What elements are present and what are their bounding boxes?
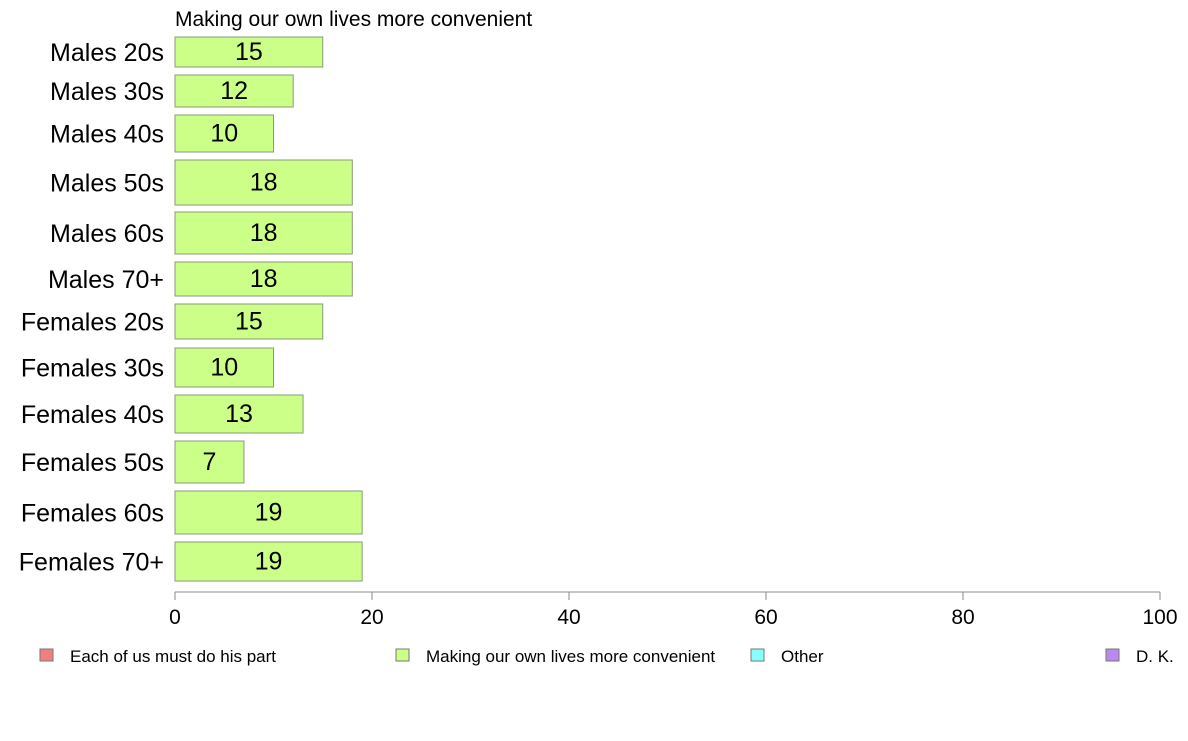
bar-1: [174, 36, 324, 68]
category-label-3: Males 40s: [50, 121, 164, 149]
data-label-1: 15: [235, 38, 263, 66]
category-label-4: Males 50s: [50, 170, 164, 198]
category-label-2: Males 30s: [50, 78, 164, 106]
bar-2: [174, 74, 294, 108]
legend-label-1: Each of us must do his part: [70, 647, 276, 666]
data-label-2: 12: [220, 77, 248, 105]
bar-9: [174, 394, 304, 434]
legend: Each of us must do his part Making our ow…: [39, 647, 1174, 666]
x-tick-label-5: 80: [951, 606, 974, 629]
bar-4: [174, 159, 353, 206]
category-label-8: Females 30s: [21, 355, 164, 383]
bar-5: [174, 211, 353, 255]
legend-swatch-2: [395, 648, 410, 662]
legend-label-4: D. K.: [1136, 647, 1174, 666]
category-label-9: Females 40s: [21, 401, 164, 429]
data-label-11: 19: [255, 499, 283, 527]
category-label-11: Females 60s: [21, 500, 164, 528]
x-tick-label-2: 20: [360, 606, 383, 629]
legend-item-4: D. K.: [1105, 647, 1174, 666]
legend-swatch-4: [1105, 648, 1120, 662]
category-label-10: Females 50s: [21, 449, 164, 477]
bar-11: [174, 490, 363, 535]
bar-8: [174, 347, 274, 388]
x-tick-label-4: 60: [754, 606, 777, 629]
data-label-8: 10: [210, 354, 238, 382]
legend-item-1: Each of us must do his part: [39, 647, 276, 666]
data-label-10: 7: [203, 448, 217, 476]
legend-item-2: Making our own lives more convenient: [395, 647, 715, 666]
x-tick-label-1: 0: [169, 606, 181, 629]
legend-item-3: Other: [750, 647, 824, 666]
chart-title: Making our own lives more convenient: [175, 8, 532, 31]
category-label-5: Males 60s: [50, 220, 164, 248]
bar-12: [174, 541, 363, 582]
bar-3: [174, 114, 274, 153]
data-label-4: 18: [250, 169, 278, 197]
legend-swatch-1: [39, 648, 54, 662]
category-label-12: Females 70+: [19, 549, 164, 577]
data-label-5: 18: [250, 219, 278, 247]
legend-label-3: Other: [781, 647, 824, 666]
category-label-7: Females 20s: [21, 309, 164, 337]
legend-label-2: Making our own lives more convenient: [426, 647, 715, 666]
data-label-9: 13: [225, 400, 253, 428]
bar-7: [174, 303, 324, 340]
data-label-6: 18: [250, 265, 278, 293]
x-axis: 0 20 40 60 80 100: [169, 591, 1178, 629]
bar-10: [174, 440, 245, 484]
data-label-3: 10: [210, 120, 238, 148]
bars-group: 15 12 10 18 18 18 15 10 13 7 19 19: [174, 36, 363, 582]
category-labels: Males 20s Males 30s Males 40s Males 50s Male…: [19, 39, 164, 577]
category-label-6: Males 70+: [48, 266, 164, 294]
x-tick-label-3: 40: [557, 606, 580, 629]
category-label-1: Males 20s: [50, 39, 164, 67]
data-label-7: 15: [235, 308, 263, 336]
x-tick-label-6: 100: [1142, 606, 1177, 629]
legend-swatch-3: [750, 648, 765, 662]
data-label-12: 19: [255, 548, 283, 576]
bar-6: [174, 261, 353, 297]
